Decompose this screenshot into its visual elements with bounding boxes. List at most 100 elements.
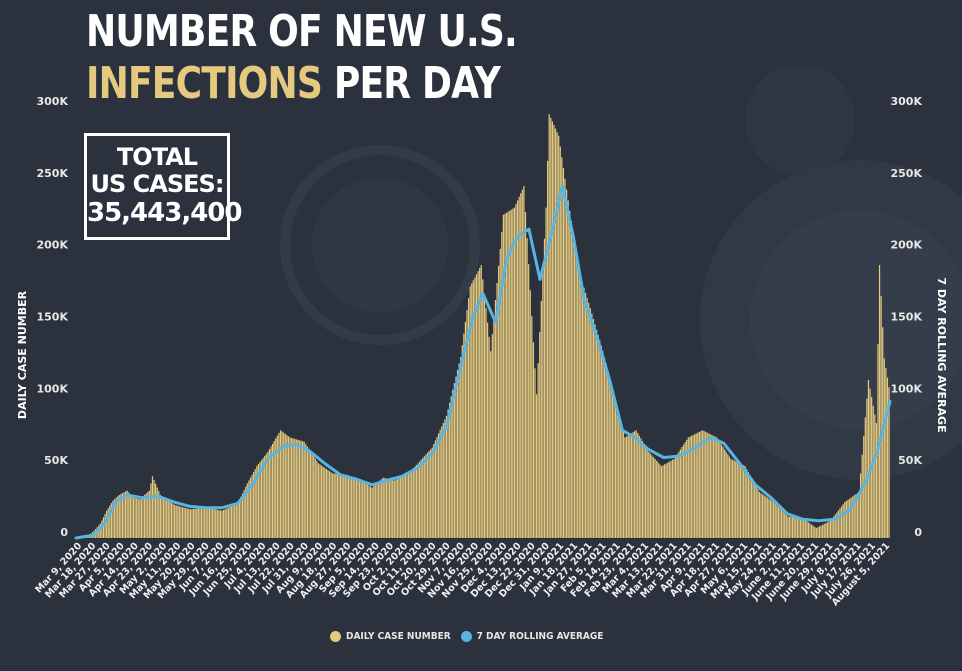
daily-case-bar (392, 480, 394, 538)
daily-case-bar (580, 277, 582, 538)
daily-case-bar (675, 456, 677, 538)
daily-case-bar (826, 522, 829, 538)
daily-case-bar (172, 503, 174, 538)
daily-case-bar (191, 509, 193, 538)
daily-case-bar (379, 480, 381, 538)
legend-item-rolling: 7 DAY ROLLING AVERAGE (460, 630, 603, 642)
daily-case-bar (161, 496, 163, 538)
daily-case-bar (303, 441, 305, 538)
daily-case-bar (423, 456, 425, 538)
daily-case-bar (619, 418, 621, 538)
daily-case-bar (635, 430, 637, 538)
daily-case-bar (221, 510, 223, 538)
legend-swatch-daily (330, 630, 341, 642)
daily-case-bar (730, 458, 732, 538)
daily-case-bar (569, 210, 571, 538)
daily-case-bar (238, 500, 241, 538)
daily-case-bar (812, 525, 814, 538)
daily-case-bar (153, 479, 155, 538)
daily-case-bar (581, 282, 584, 538)
daily-case-bar (509, 210, 511, 538)
y-tick-label-right: 200K (891, 239, 923, 252)
daily-case-bar (240, 496, 242, 538)
daily-case-bar (332, 473, 334, 538)
daily-case-bar (872, 405, 874, 538)
daily-case-bar (241, 493, 244, 538)
daily-case-bar (806, 521, 808, 538)
daily-case-bar (597, 335, 599, 538)
daily-case-bar (467, 298, 470, 538)
daily-case-bar (316, 460, 318, 538)
daily-case-bar (888, 387, 890, 538)
daily-case-bar (292, 438, 294, 538)
daily-case-bar (183, 507, 185, 538)
daily-case-bar (520, 193, 522, 538)
daily-case-bar (584, 292, 587, 538)
daily-case-bar (848, 498, 851, 538)
daily-case-bar (518, 196, 520, 539)
daily-case-bar (126, 490, 128, 538)
daily-case-bar (366, 484, 369, 538)
daily-case-bar (836, 512, 838, 538)
daily-case-bar (689, 436, 691, 538)
daily-case-bar (170, 502, 173, 538)
daily-case-bar (189, 509, 192, 538)
daily-case-bar (271, 443, 274, 538)
daily-case-bar (431, 447, 433, 538)
daily-case-bar (705, 431, 707, 538)
daily-case-bar (757, 489, 759, 538)
y-tick-label-left: 200K (37, 239, 69, 252)
daily-case-bar (761, 494, 764, 538)
daily-case-bar (311, 453, 313, 538)
daily-case-bar (213, 509, 215, 538)
daily-case-bar (194, 508, 196, 538)
daily-case-bar (102, 517, 105, 538)
daily-case-bar (667, 462, 669, 538)
daily-case-bar (823, 523, 825, 538)
daily-case-bar (150, 483, 152, 538)
daily-case-bar (558, 135, 560, 539)
daily-case-bar (758, 492, 761, 538)
daily-case-bar (115, 497, 117, 538)
daily-case-bar (460, 356, 462, 538)
daily-case-bar (407, 473, 410, 538)
daily-case-bar (390, 479, 392, 538)
daily-case-bar (596, 329, 598, 538)
daily-case-bar (676, 454, 678, 538)
daily-case-bar (787, 516, 789, 538)
daily-case-bar (360, 480, 362, 538)
daily-case-bar (616, 406, 618, 538)
daily-case-bar (545, 207, 547, 538)
daily-case-bar (886, 377, 889, 538)
daily-case-bar (739, 463, 742, 538)
daily-case-bar (227, 507, 229, 538)
daily-case-bar (856, 493, 859, 538)
daily-case-bar (472, 280, 474, 538)
daily-case-bar (469, 286, 471, 538)
daily-case-bar (801, 517, 803, 538)
daily-case-bar (230, 506, 233, 538)
daily-case-bar (322, 466, 324, 538)
daily-case-bar (134, 498, 136, 538)
daily-case-bar (385, 478, 388, 538)
daily-case-bar (777, 506, 780, 538)
daily-case-bar (480, 265, 482, 538)
daily-case-bar (267, 451, 269, 538)
daily-case-bar (259, 462, 261, 538)
daily-case-bar (559, 146, 561, 538)
daily-case-bar (701, 430, 704, 538)
daily-case-bar (719, 442, 721, 538)
daily-case-bar (784, 513, 786, 538)
title-line-1: NUMBER OF NEW U.S. (86, 6, 518, 57)
daily-case-bar (572, 231, 574, 539)
daily-case-bar (136, 498, 138, 538)
daily-case-bar (694, 434, 696, 538)
daily-case-bar (376, 483, 378, 538)
daily-case-bar (749, 474, 751, 538)
daily-case-bar (418, 461, 421, 538)
daily-case-bar (254, 469, 256, 538)
daily-case-bar (199, 508, 201, 538)
daily-case-bar (479, 268, 481, 538)
daily-case-bar (192, 508, 195, 538)
daily-case-bar (663, 464, 666, 538)
